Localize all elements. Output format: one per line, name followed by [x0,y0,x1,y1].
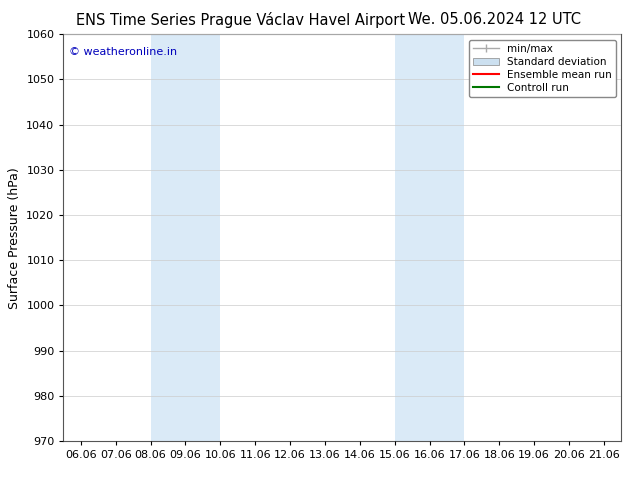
Legend: min/max, Standard deviation, Ensemble mean run, Controll run: min/max, Standard deviation, Ensemble me… [469,40,616,97]
Text: © weatheronline.in: © weatheronline.in [69,47,177,56]
Bar [150,34,221,441]
Text: ENS Time Series Prague Václav Havel Airport: ENS Time Series Prague Václav Havel Airp… [76,12,406,28]
Bar [394,34,464,441]
Text: We. 05.06.2024 12 UTC: We. 05.06.2024 12 UTC [408,12,581,27]
Y-axis label: Surface Pressure (hPa): Surface Pressure (hPa) [8,167,21,309]
